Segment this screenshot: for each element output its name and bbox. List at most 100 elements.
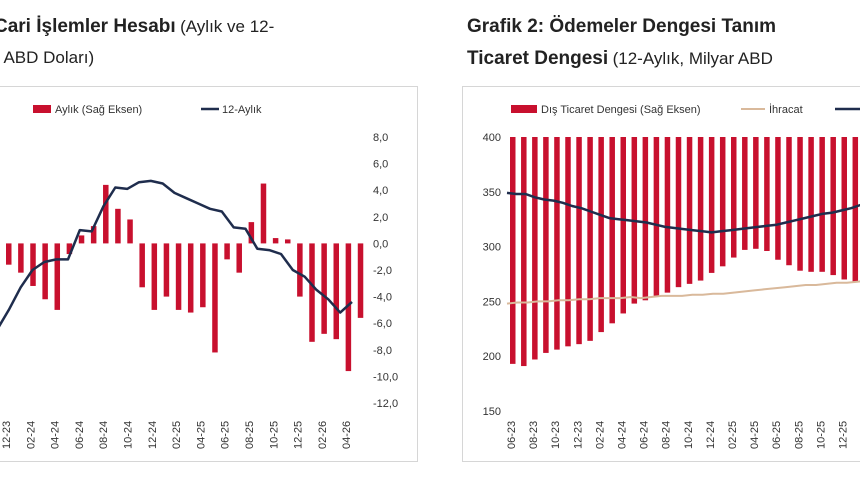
monthly-bar (248, 222, 255, 244)
right-axis-tick: -12,0 (373, 398, 398, 410)
left-axis-tick: 400 (483, 132, 501, 144)
monthly-bar (284, 239, 291, 244)
right-axis-tick: 2,0 (373, 212, 388, 224)
trade-balance-bar (664, 137, 671, 293)
monthly-bar (357, 243, 364, 318)
trade-balance-bar (775, 137, 781, 260)
left-chart-subtitle: r ABD Doları) (0, 48, 94, 68)
monthly-bar (18, 243, 24, 273)
trade-balance-bar (808, 137, 814, 272)
right-title-bold: Grafik 2: Ödemeler Dengesi Tanım (467, 16, 777, 37)
left-title-rest: (Aylık ve 12- (180, 17, 275, 36)
monthly-bar (6, 243, 12, 265)
trade-balance-bar (642, 137, 649, 301)
left-axis-tick: 300 (483, 242, 501, 254)
x-tick-label: 04-24 (617, 421, 629, 449)
left-axis-tick: 350 (483, 187, 501, 199)
legend-label-monthly: Aylık (Sağ Eksen) (55, 104, 142, 116)
monthly-bar (139, 243, 145, 288)
legend-label-trade-balance: Dış Ticaret Dengesi (Sağ Eksen) (541, 104, 701, 116)
trade-balance-bar (708, 137, 715, 273)
monthly-bar (90, 226, 97, 244)
trade-balance-bar (510, 137, 516, 364)
right-chart-title: Grafik 2: Ödemeler Dengesi Tanım (467, 16, 776, 38)
trade-balance-bar (686, 137, 693, 284)
monthly-bar (297, 243, 303, 297)
left-axis-tick: 250 (483, 296, 501, 308)
trade-balance-bar (554, 137, 560, 350)
x-tick-label: 04-25 (195, 421, 207, 449)
monthly-bar (345, 243, 352, 372)
x-tick-label: 12-25 (293, 421, 305, 449)
x-tick-label: 12-23 (572, 421, 584, 449)
x-tick-label: 12-24 (147, 421, 159, 449)
x-tick-label: 04-24 (50, 421, 62, 449)
legend-label-12m: 12-Aylık (222, 104, 262, 116)
monthly-bar (103, 184, 109, 244)
monthly-bar (272, 238, 279, 244)
x-tick-label: 06-24 (74, 421, 86, 449)
monthly-bar (212, 243, 218, 353)
left-axis-tick: 200 (483, 351, 501, 363)
right-axis-tick: -6,0 (373, 318, 392, 330)
x-tick-label: 10-23 (550, 421, 562, 449)
trade-balance-bar (830, 137, 836, 276)
x-tick-label: 10-24 (683, 421, 695, 449)
legend-swatch-monthly (33, 105, 51, 113)
trade-balance-bar (620, 137, 626, 314)
right-axis-tick: 0,0 (373, 238, 388, 250)
x-tick-label: 08-23 (528, 421, 540, 449)
trade-balance-bar (587, 137, 593, 341)
left-chart-title: Cari İşlemler Hesabı (Aylık ve 12- (0, 16, 274, 38)
x-tick-label: 06-25 (220, 421, 232, 449)
right-axis-tick: 6,0 (373, 159, 388, 171)
trade-balance-bar (697, 137, 704, 281)
x-tick-label: 12-23 (1, 421, 13, 449)
legend-swatch-trade-balance (511, 105, 537, 113)
monthly-bar (78, 235, 85, 244)
monthly-bar (163, 243, 170, 297)
trade-balance-bar (532, 137, 538, 360)
import-line (506, 191, 860, 234)
right-axis-tick: -8,0 (373, 345, 392, 357)
right-axis-tick: -2,0 (373, 265, 392, 277)
trade-balance-bar (719, 137, 726, 267)
x-tick-label: 10-25 (815, 421, 827, 449)
trade-balance-bar (731, 137, 737, 258)
monthly-bar (321, 243, 327, 334)
monthly-bar (151, 243, 158, 310)
x-tick-label: 10-24 (123, 421, 135, 449)
x-tick-label: 08-25 (793, 421, 805, 449)
trade-balance-bar (521, 137, 527, 367)
right-chart-subtitle: Ticaret Dengesi (12-Aylık, Milyar ABD (467, 48, 773, 70)
monthly-bar (127, 219, 133, 244)
left-chart-panel: Aylık (Sağ Eksen) 12-Aylık 8,0 6,0 4,0 2,0 0,0… (0, 86, 418, 462)
monthly-bar (309, 243, 315, 342)
trade-balance-bar (753, 137, 759, 249)
twelve-month-line (0, 179, 353, 328)
left-chart-svg: Aylık (Sağ Eksen) 12-Aylık 8,0 6,0 4,0 2,0 0,0… (0, 104, 398, 449)
trade-balance-bar (609, 137, 615, 324)
monthly-bar (236, 243, 242, 273)
trade-balance-bar (852, 137, 859, 282)
monthly-bar (42, 243, 48, 300)
x-tick-label: 12-25 (838, 421, 850, 449)
x-tick-label: 08-24 (661, 421, 673, 449)
trade-balance-bar (786, 137, 792, 266)
trade-balance-bar (565, 137, 571, 347)
left-title-bold: Cari İşlemler Hesabı (0, 16, 176, 37)
export-line (506, 280, 860, 305)
monthly-bar (175, 243, 182, 310)
monthly-bar (66, 243, 73, 255)
right-axis-tick: 8,0 (373, 132, 388, 144)
right-chart-panel: Dış Ticaret Dengesi (Sağ Eksen) İhracat 40… (462, 86, 860, 462)
trade-balance-bar (764, 137, 770, 251)
trade-balance-bar (598, 137, 604, 333)
trade-balance-bar (819, 137, 825, 272)
right-axis-tick: 4,0 (373, 185, 388, 197)
x-tick-label: 02-25 (727, 421, 739, 449)
monthly-bar (200, 243, 206, 308)
x-tick-label: 08-25 (244, 421, 256, 449)
x-tick-label: 08-24 (98, 421, 110, 449)
x-tick-label: 06-25 (771, 421, 783, 449)
